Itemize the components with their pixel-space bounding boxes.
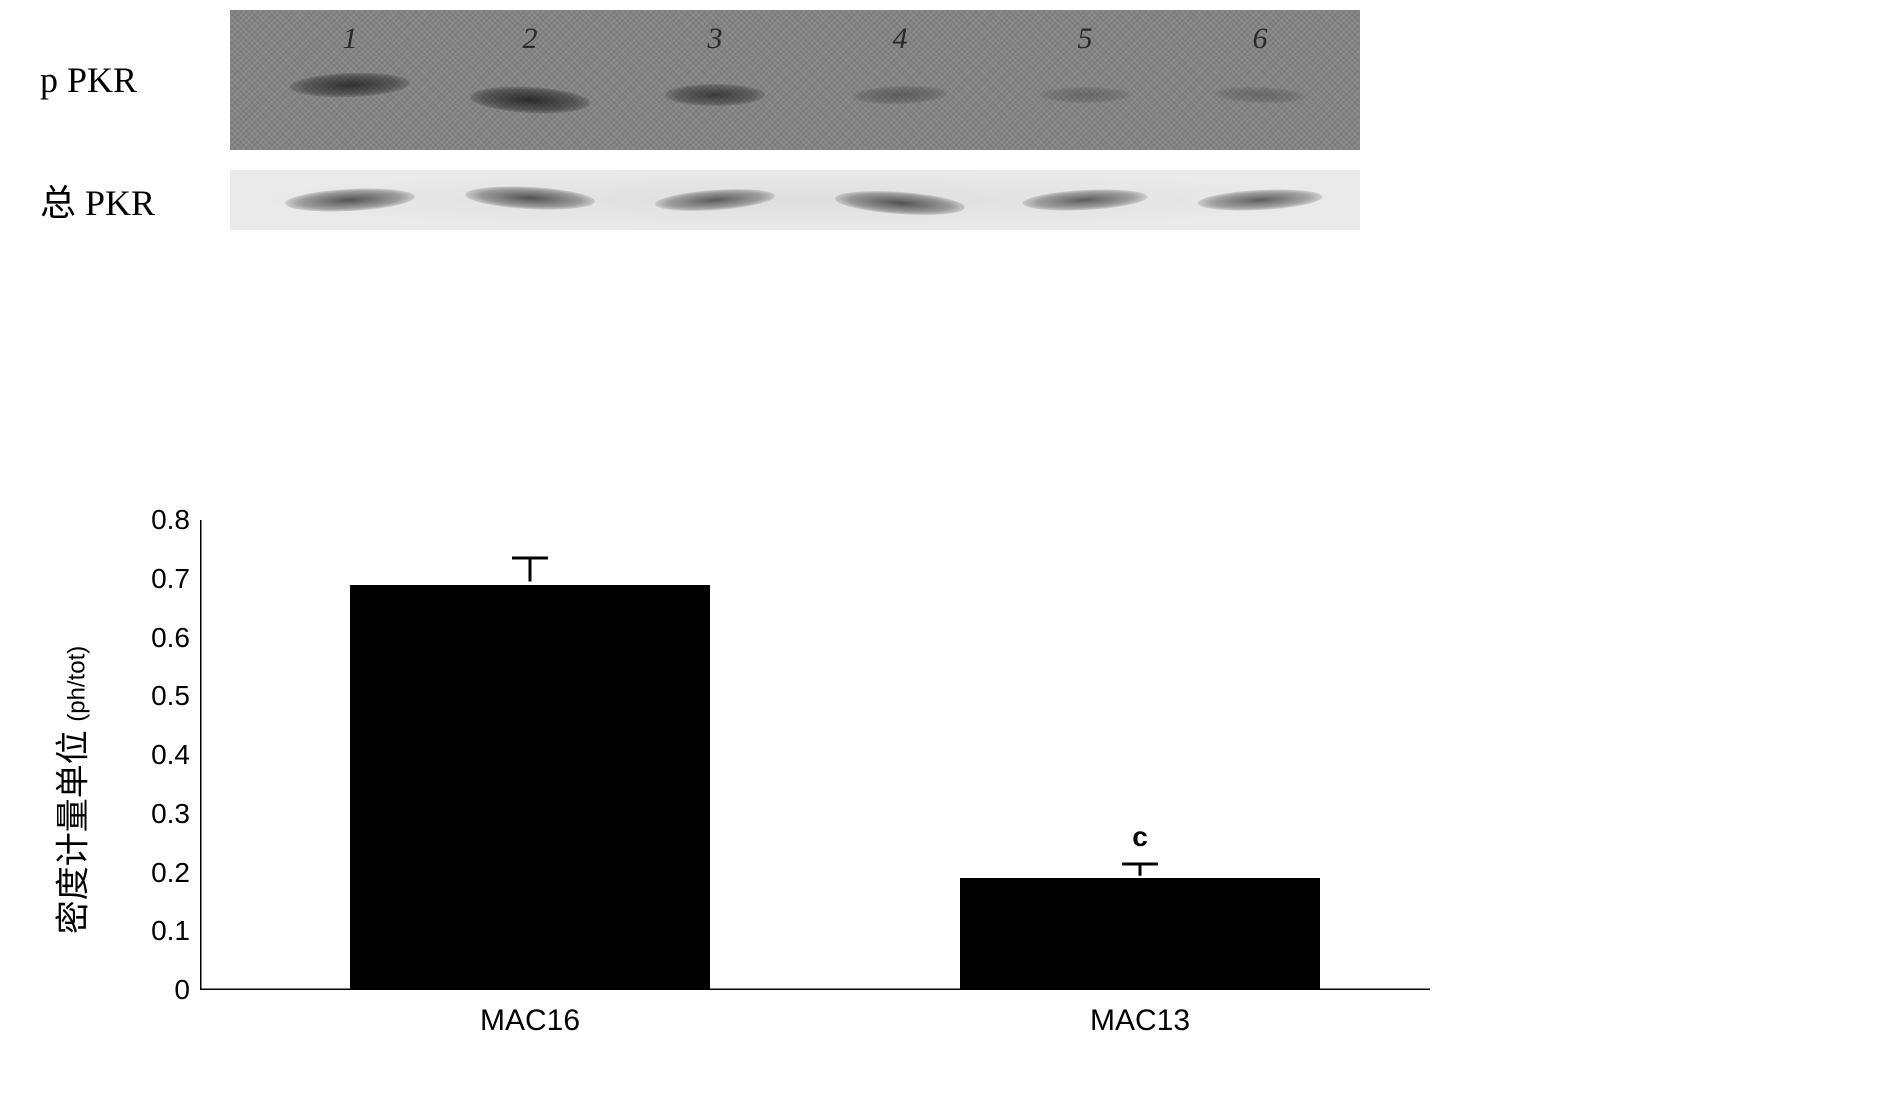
lane-number: 1 xyxy=(343,22,358,56)
y-tick-label: 0.2 xyxy=(151,857,200,889)
blot-band xyxy=(1197,187,1323,214)
blot-band xyxy=(1040,87,1130,103)
x-category-label: MAC16 xyxy=(480,990,580,1038)
blot-band xyxy=(654,186,775,214)
blot-band xyxy=(665,84,765,106)
blot-strip xyxy=(230,170,1360,230)
y-tick-label: 0.8 xyxy=(151,504,200,536)
blot-band xyxy=(465,184,596,213)
bar-chart: 密度计量单位 (ph/tot) c 00.10.20.30.40.50.60.7… xyxy=(110,520,1460,1060)
blot-row: 总 PKR xyxy=(40,170,1440,230)
lane-number: 6 xyxy=(1253,22,1268,56)
y-tick-label: 0.7 xyxy=(151,563,200,595)
lane-number: 5 xyxy=(1078,22,1093,56)
blot-band xyxy=(469,84,590,116)
chart-bar xyxy=(350,585,710,990)
blot-row: p PKR 1 2 3 4 5 6 xyxy=(40,10,1440,150)
y-axis-label: 密度计量单位 (ph/tot) xyxy=(46,646,95,935)
blot-band xyxy=(834,187,965,218)
blot-row-label: 总 PKR xyxy=(40,174,230,226)
y-tick-label: 0.3 xyxy=(151,798,200,830)
blot-row-label: p PKR xyxy=(40,59,230,101)
blot-band xyxy=(290,71,411,99)
error-bar xyxy=(500,555,560,585)
western-blot-panel: p PKR 1 2 3 4 5 6 总 PKR xyxy=(40,10,1440,250)
significance-annotation: c xyxy=(1132,821,1148,853)
blot-strip: 1 2 3 4 5 6 xyxy=(230,10,1360,150)
y-tick-label: 0 xyxy=(174,974,200,1006)
blot-band xyxy=(1022,187,1148,214)
error-bar xyxy=(1110,861,1170,879)
y-tick-label: 0.5 xyxy=(151,680,200,712)
blot-band xyxy=(285,186,416,215)
y-tick-label: 0.1 xyxy=(151,915,200,947)
lane-number: 4 xyxy=(893,22,908,56)
blot-band xyxy=(1215,85,1306,104)
x-category-label: MAC13 xyxy=(1090,990,1190,1038)
y-tick-label: 0.4 xyxy=(151,739,200,771)
y-tick-label: 0.6 xyxy=(151,622,200,654)
lane-number: 2 xyxy=(523,22,538,56)
lane-number: 3 xyxy=(708,22,723,56)
chart-bar xyxy=(960,878,1320,990)
blot-band xyxy=(852,84,948,105)
y-axis-label-unit: (ph/tot) xyxy=(64,646,91,722)
y-axis-label-cn: 密度计量单位 xyxy=(56,730,93,934)
